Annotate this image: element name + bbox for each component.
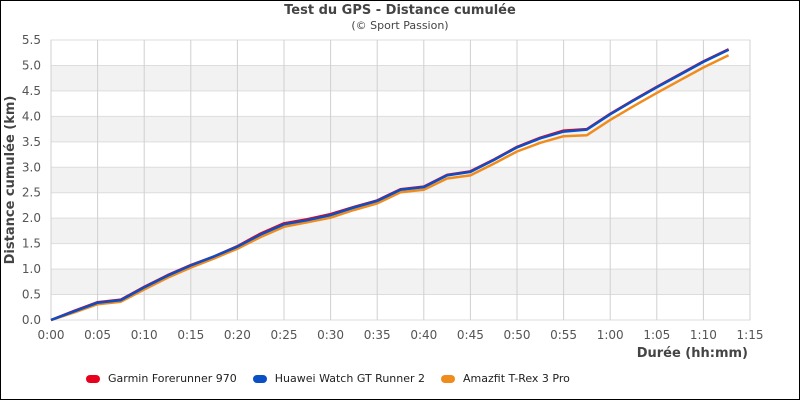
vertical-gridlines (50, 40, 751, 320)
legend-item-huawei[interactable]: Huawei Watch GT Runner 2 (252, 372, 426, 385)
legend-swatch-icon (252, 374, 267, 383)
x-tick-label: 0:20 (224, 328, 251, 342)
x-tick-label: 0:55 (550, 328, 577, 342)
legend: Garmin Forerunner 970 Huawei Watch GT Ru… (86, 372, 586, 385)
legend-swatch-icon (441, 374, 456, 383)
x-tick-label: 1:10 (690, 328, 717, 342)
y-tick-label: 5.0 (22, 58, 41, 72)
x-tick-label: 0:10 (131, 328, 158, 342)
x-tick-label: 1:00 (597, 328, 624, 342)
y-tick-label: 1.0 (22, 262, 41, 276)
legend-label: Amazfit T-Rex 3 Pro (463, 372, 570, 385)
x-axis-title: Durée (hh:mm) (637, 346, 748, 361)
y-axis-title: Distance cumulée (km) (3, 96, 18, 265)
chart-title: Test du GPS - Distance cumulée (284, 3, 516, 18)
grid-bands (50, 39, 751, 321)
x-tick-label: 0:40 (410, 328, 437, 342)
y-tick-label: 2.0 (22, 211, 41, 225)
chart-subtitle: (© Sport Passion) (351, 19, 449, 32)
x-tick-label: 0:45 (457, 328, 484, 342)
series-lines (50, 48, 730, 322)
x-tick-label: 0:15 (177, 328, 204, 342)
y-tick-label: 1.5 (22, 237, 41, 251)
legend-swatch-icon (86, 374, 100, 383)
x-tick-label: 0:00 (38, 328, 65, 342)
y-tick-label: 3.0 (22, 160, 41, 174)
x-axis-ticks: 0:00 0:05 0:10 0:15 0:20 0:25 0:30 0:35 0:40 0:45… (38, 328, 764, 342)
x-tick-label: 0:05 (84, 328, 111, 342)
x-tick-label: 0:50 (504, 328, 531, 342)
legend-label: Huawei Watch GT Runner 2 (274, 372, 426, 385)
x-tick-label: 0:25 (271, 328, 298, 342)
y-tick-label: 5.5 (22, 33, 41, 47)
x-tick-label: 1:15 (737, 328, 764, 342)
y-tick-label: 4.5 (22, 84, 41, 98)
legend-item-garmin[interactable]: Garmin Forerunner 970 (86, 372, 237, 385)
legend-item-amazfit[interactable]: Amazfit T-Rex 3 Pro (441, 372, 570, 385)
x-tick-label: 1:05 (643, 328, 670, 342)
y-tick-label: 0.5 (22, 288, 41, 302)
x-tick-label: 0:35 (364, 328, 391, 342)
y-tick-label: 0.0 (22, 313, 41, 327)
y-tick-label: 3.5 (22, 135, 41, 149)
x-tick-label: 0:30 (317, 328, 344, 342)
y-tick-label: 4.0 (22, 109, 41, 123)
series-line (50, 48, 730, 322)
legend-label: Garmin Forerunner 970 (108, 372, 237, 385)
y-tick-label: 2.5 (22, 186, 41, 200)
y-axis-ticks: 0.0 0.5 1.0 1.5 2.0 2.5 3.0 3.5 4.0 4.5 5.0 5.5 (22, 33, 41, 327)
series-line (50, 54, 730, 322)
